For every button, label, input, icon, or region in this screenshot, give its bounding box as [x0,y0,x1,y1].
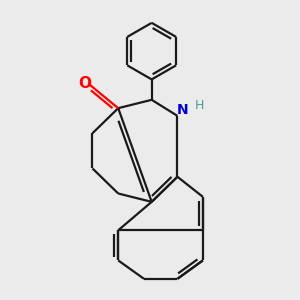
Text: H: H [194,99,204,112]
Text: O: O [78,76,91,91]
Text: N: N [177,103,188,117]
